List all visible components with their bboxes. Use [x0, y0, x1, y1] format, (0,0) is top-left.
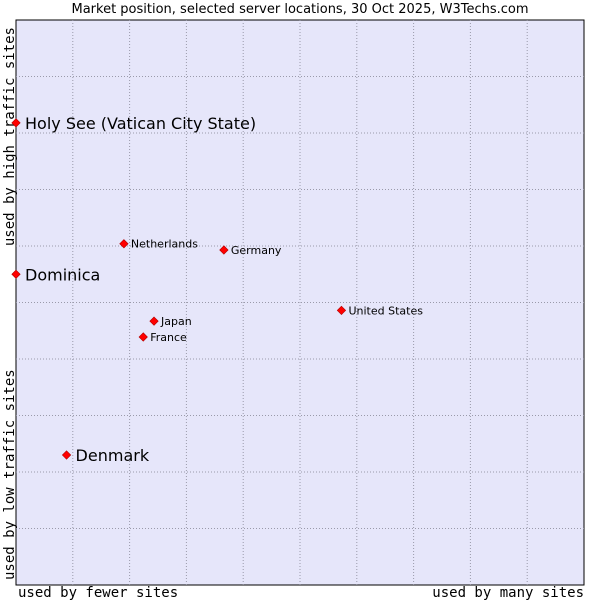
point-label: Japan [160, 315, 192, 328]
point-marker [119, 239, 129, 249]
point-label: France [150, 331, 187, 344]
chart-title: Market position, selected server locatio… [71, 2, 529, 17]
y-axis-label-top: used by high traffic sites [2, 27, 18, 246]
point-label: Netherlands [131, 238, 198, 251]
point-netherlands: Netherlands [119, 238, 198, 251]
point-holy-see-vatican-city-state: Holy See (Vatican City State) [11, 114, 256, 133]
x-axis-label-left: used by fewer sites [18, 585, 178, 600]
point-marker [11, 118, 21, 128]
point-label: Holy See (Vatican City State) [25, 114, 256, 133]
point-marker [61, 450, 72, 460]
y-axis-label-bottom: used by low traffic sites [2, 369, 18, 580]
point-denmark: Denmark [61, 446, 150, 465]
data-points: Holy See (Vatican City State) Dominica Den… [11, 114, 423, 465]
point-marker [138, 332, 148, 342]
point-marker [11, 269, 21, 279]
point-dominica: Dominica [11, 265, 100, 284]
point-label: Germany [231, 244, 282, 257]
point-marker [336, 305, 347, 316]
point-label: Denmark [76, 446, 150, 465]
point-label: United States [348, 304, 423, 317]
point-marker [219, 245, 229, 255]
point-label: Dominica [25, 265, 100, 284]
point-france: France [138, 331, 187, 344]
point-marker [149, 316, 159, 326]
x-axis-label-right: used by many sites [432, 585, 584, 600]
grid-lines [16, 20, 584, 585]
point-united-states: United States [336, 304, 423, 317]
point-japan: Japan [149, 315, 192, 328]
point-germany: Germany [219, 244, 282, 257]
